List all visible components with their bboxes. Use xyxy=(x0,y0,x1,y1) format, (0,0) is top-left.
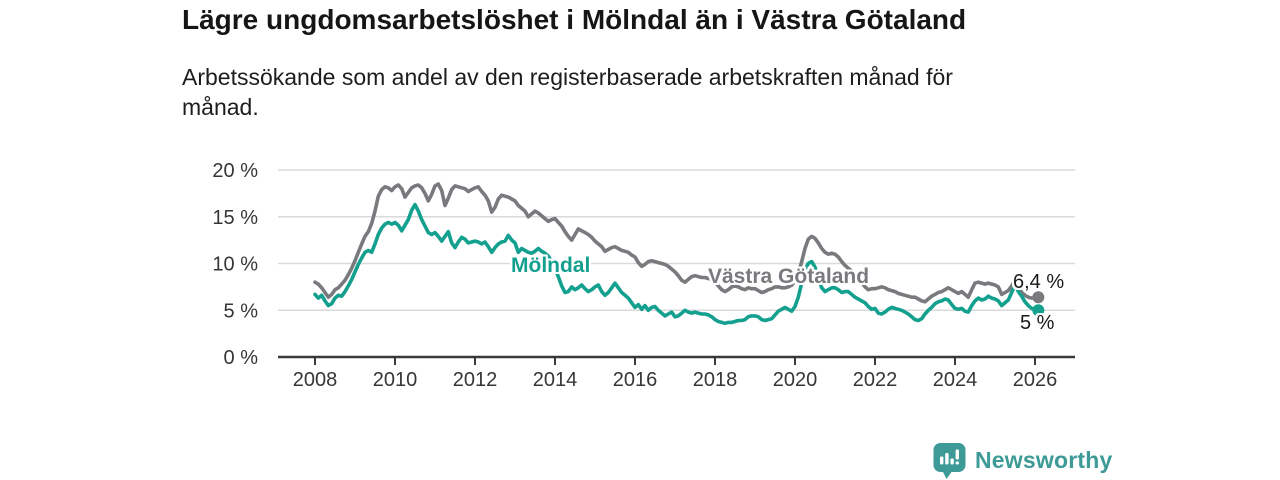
x-axis-tick-label: 2012 xyxy=(453,369,498,391)
y-axis-tick-label: 15 % xyxy=(212,207,258,229)
y-axis-tick-label: 20 % xyxy=(212,160,258,182)
x-axis-tick-label: 2014 xyxy=(533,369,578,391)
series-label-molndal: Mölndal xyxy=(511,254,591,277)
newsworthy-logo-text: Newsworthy xyxy=(975,447,1113,473)
y-axis-tick-label: 0 % xyxy=(224,347,259,369)
x-axis-tick-label: 2022 xyxy=(853,369,898,391)
series-line-m-lndal xyxy=(313,202,1041,326)
chart-subtitle: Arbetssökande som andel av den registerb… xyxy=(182,64,953,120)
end-value-label-molndal: 5 % xyxy=(1020,312,1055,334)
y-axis-tick-label: 10 % xyxy=(212,254,258,276)
x-axis-tick-label: 2010 xyxy=(373,369,418,391)
series-end-dot-m-lndal xyxy=(1032,304,1045,317)
y-axis-tick-label: 5 % xyxy=(224,300,259,322)
series-line-v-stra-g-taland xyxy=(313,182,1041,304)
newsworthy-bar-chart-bubble-icon xyxy=(933,443,966,479)
x-axis-tick-label: 2020 xyxy=(773,369,818,391)
x-axis-tick-label: 2024 xyxy=(933,369,978,391)
x-axis-tick-label: 2026 xyxy=(1013,369,1058,391)
chart-title: Lägre ungdomsarbetslöshet i Mölndal än i… xyxy=(182,4,967,35)
series-end-dot-v-stra-g-taland xyxy=(1032,291,1045,304)
end-value-label-vastra-gotaland: 6,4 % xyxy=(1013,271,1065,293)
x-axis-tick-label: 2016 xyxy=(613,369,658,391)
x-axis-tick-label: 2018 xyxy=(693,369,738,391)
newsworthy-logo: Newsworthy xyxy=(933,442,1112,479)
series-label-vastra-gotaland: Västra Götaland xyxy=(708,265,870,288)
x-axis-tick-label: 2008 xyxy=(293,369,338,391)
